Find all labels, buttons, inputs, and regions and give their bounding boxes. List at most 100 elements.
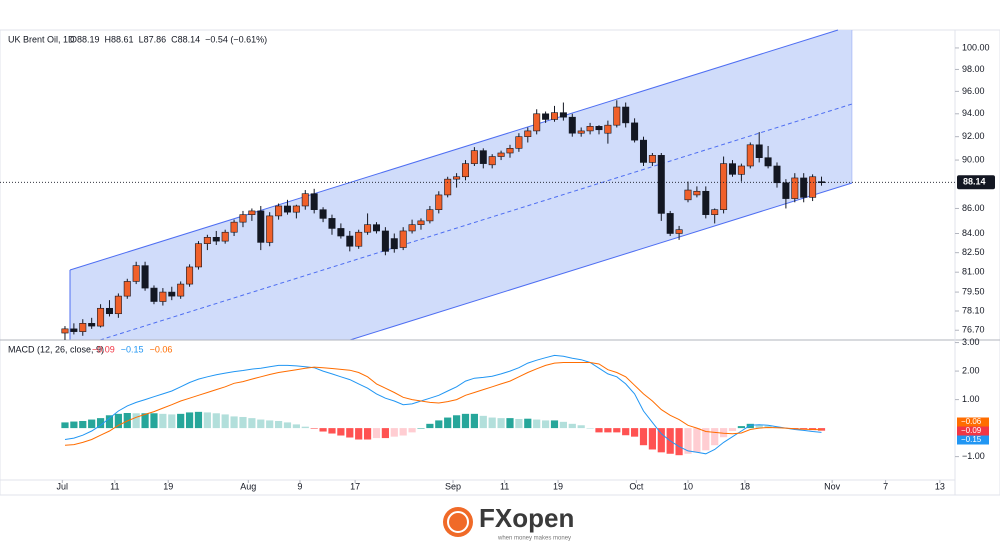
- histogram-bar: [168, 414, 176, 429]
- candle-body: [141, 265, 149, 289]
- ohlc-value: L87.86: [139, 34, 167, 44]
- y-tick-label: 100.00: [962, 42, 990, 52]
- candle-body: [453, 176, 461, 180]
- histogram-bar: [559, 421, 567, 429]
- macd-axis-tag: [957, 417, 989, 427]
- histogram-bar: [533, 419, 541, 429]
- candle-body: [355, 231, 363, 247]
- x-tick-label: 9: [297, 481, 302, 491]
- logo-emblem-ring: [447, 511, 469, 533]
- macd-legend-value: −0.06: [150, 344, 173, 354]
- x-tick-label: 7: [883, 481, 888, 491]
- y-tick-label: 81.00: [962, 267, 985, 277]
- histogram-bar: [702, 428, 710, 451]
- histogram-bar: [105, 415, 114, 429]
- candle-body: [319, 209, 327, 219]
- fxopen-logo: FXopen when money makes money: [443, 503, 574, 542]
- candle-body: [257, 210, 265, 243]
- histogram-bar: [248, 418, 256, 429]
- histogram-bar: [541, 420, 550, 429]
- candle-body: [604, 124, 612, 134]
- candle-body: [497, 152, 505, 157]
- histogram-bar: [283, 422, 292, 429]
- candle-body: [203, 236, 211, 244]
- ohlc-value: O88.19: [70, 34, 100, 44]
- candle-body: [542, 113, 550, 120]
- candle-body: [301, 193, 309, 207]
- candle-body: [809, 176, 817, 198]
- candle-body: [728, 163, 736, 175]
- candle-body: [346, 235, 354, 247]
- candle-body: [239, 214, 247, 223]
- histogram-bar: [239, 416, 247, 429]
- y-tick-label: 79.50: [962, 286, 985, 296]
- macd-axis-tag-label: −0.06: [961, 417, 982, 426]
- candle-body: [105, 307, 113, 315]
- histogram-bar: [479, 415, 487, 429]
- channel-drawing: [69, 29, 853, 341]
- macd-title: MACD (12, 26, close, 9): [8, 344, 104, 354]
- histogram-bar: [639, 428, 648, 446]
- candle-body: [479, 150, 487, 164]
- ohlc-legend: O88.19 H88.61 L87.86 C88.14 −0.54 (−0.61%): [70, 34, 267, 44]
- channel-lower: [349, 182, 853, 341]
- last-price-tag: [957, 175, 995, 190]
- histogram-bar: [506, 418, 514, 429]
- candle-body: [310, 193, 318, 210]
- histogram-bar: [728, 428, 737, 431]
- histogram-bar: [444, 417, 452, 429]
- candle-body: [372, 224, 380, 232]
- macd-line: [64, 354, 822, 455]
- histogram-bar: [577, 425, 585, 429]
- histogram-bar: [622, 428, 630, 436]
- macd-panel: 3.00 2.00 1.00 −1.00: [61, 337, 985, 461]
- candle-body: [737, 165, 745, 175]
- candle-body: [266, 215, 274, 243]
- candle-body: [577, 130, 585, 134]
- histogram-bar: [461, 413, 470, 429]
- x-tick-label: 11: [110, 481, 119, 491]
- candle-body: [631, 122, 639, 141]
- histogram-bar: [319, 428, 327, 432]
- x-tick-label: 10: [683, 481, 693, 491]
- candle-body: [426, 209, 434, 222]
- candle-body: [364, 224, 372, 233]
- histogram-bar: [684, 428, 692, 454]
- histogram-bar: [604, 428, 612, 433]
- histogram-bar: [310, 428, 318, 429]
- candle-body: [194, 243, 202, 268]
- histogram-bar: [497, 418, 505, 429]
- candle-body: [283, 205, 291, 213]
- histogram-bar: [657, 428, 665, 453]
- candle-body: [221, 231, 229, 242]
- histogram-bar: [194, 411, 203, 429]
- candle-body: [800, 177, 808, 198]
- y-tick-label: 86.00: [962, 203, 985, 213]
- candle-body: [399, 230, 407, 248]
- candle-body: [533, 113, 541, 132]
- candle-body: [782, 182, 790, 199]
- histogram-bar: [550, 420, 559, 429]
- histogram-bar: [230, 416, 238, 429]
- histogram-bar: [408, 428, 416, 433]
- histogram-bar: [693, 428, 701, 453]
- x-tick-label: 11: [500, 481, 509, 491]
- candle-body: [337, 228, 345, 237]
- x-tick-label: 17: [350, 481, 360, 491]
- candle-body: [417, 220, 425, 225]
- macd-legend-value: −0.15: [121, 344, 144, 354]
- y-tick-label: 96.00: [962, 86, 985, 96]
- histogram-bar: [470, 413, 478, 429]
- histogram-bar: [221, 414, 229, 429]
- candle-body: [461, 163, 469, 178]
- histogram-bar: [390, 428, 398, 437]
- candle-body: [390, 238, 398, 250]
- histogram-bar: [586, 428, 594, 429]
- candle-body: [79, 323, 87, 332]
- candle-body: [684, 189, 692, 201]
- candle-body: [61, 328, 69, 334]
- histogram-bar: [337, 428, 345, 436]
- candle-body: [675, 229, 683, 234]
- candle-body: [693, 190, 701, 196]
